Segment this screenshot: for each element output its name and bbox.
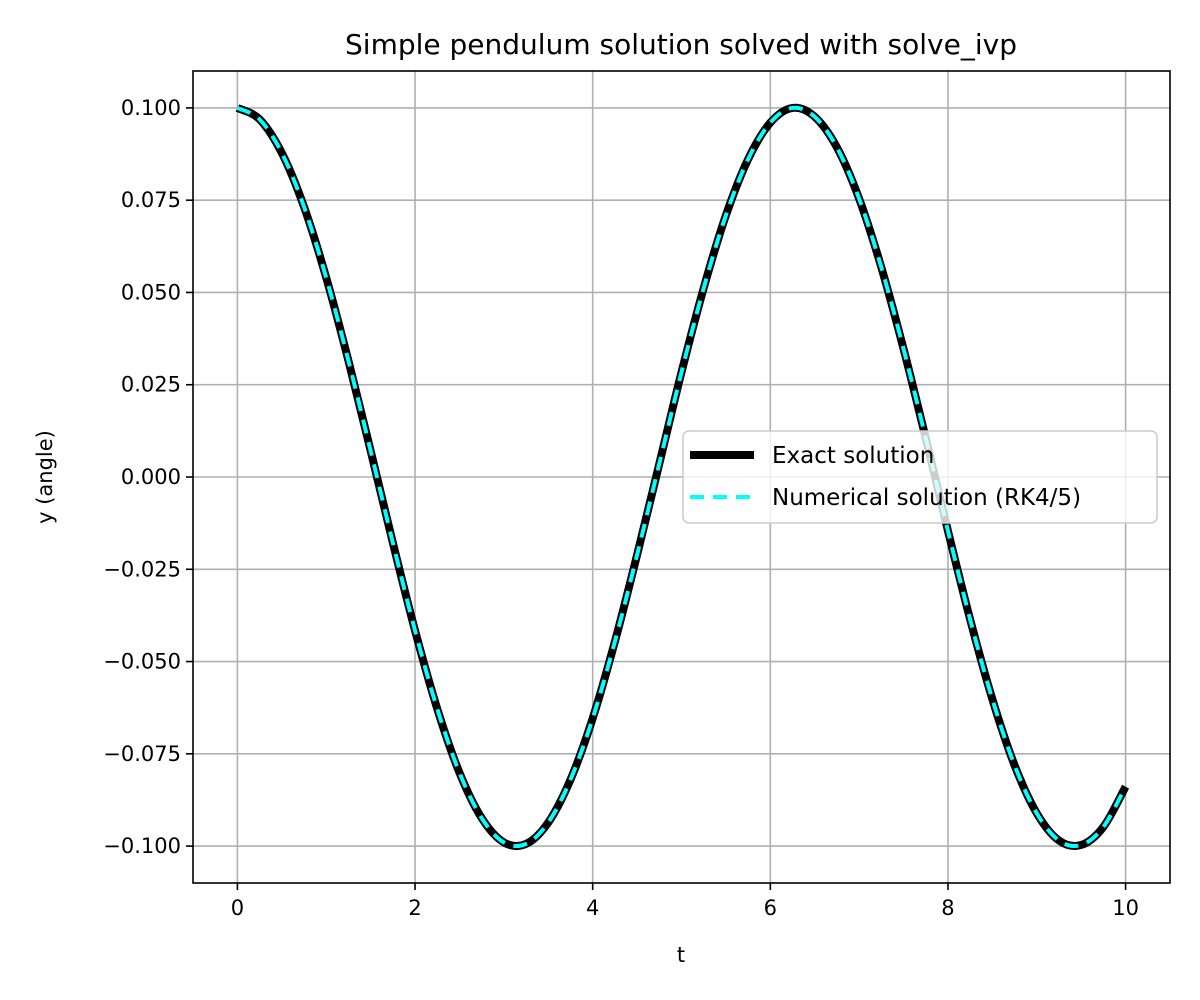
y-axis-ticks: −0.100 −0.075 −0.050 −0.025 0.000 0.025 0.050 0… xyxy=(103,96,193,858)
x-axis-label: t xyxy=(677,943,685,967)
y-tick-label: −0.025 xyxy=(103,557,181,581)
y-axis-label: y (angle) xyxy=(33,430,57,524)
x-axis-ticks: 0 2 4 6 8 10 xyxy=(231,883,1139,920)
x-tick-label: 2 xyxy=(408,896,421,920)
x-tick-label: 6 xyxy=(764,896,777,920)
legend-box xyxy=(682,430,1158,524)
y-tick-label: 0.075 xyxy=(121,188,181,212)
x-tick-label: 10 xyxy=(1112,896,1139,920)
x-tick-label: 4 xyxy=(586,896,599,920)
legend-label-numerical: Numerical solution (RK4/5) xyxy=(772,485,1081,511)
series-layer xyxy=(235,103,1130,851)
y-tick-label: 0.100 xyxy=(121,96,181,120)
y-tick-label: 0.050 xyxy=(121,280,181,304)
y-tick-label: −0.075 xyxy=(103,742,181,766)
legend-label-exact: Exact solution xyxy=(772,443,934,469)
y-tick-label: −0.100 xyxy=(103,834,181,858)
y-tick-label: −0.050 xyxy=(103,650,181,674)
x-tick-label: 8 xyxy=(941,896,954,920)
series-line-numerical xyxy=(236,105,1128,849)
legend: Exact solution Numerical solution (RK4/5… xyxy=(682,430,1158,524)
x-tick-label: 0 xyxy=(231,896,244,920)
y-tick-label: 0.000 xyxy=(121,465,181,489)
y-tick-label: 0.025 xyxy=(121,373,181,397)
chart-title: Simple pendulum solution solved with sol… xyxy=(345,28,1017,61)
